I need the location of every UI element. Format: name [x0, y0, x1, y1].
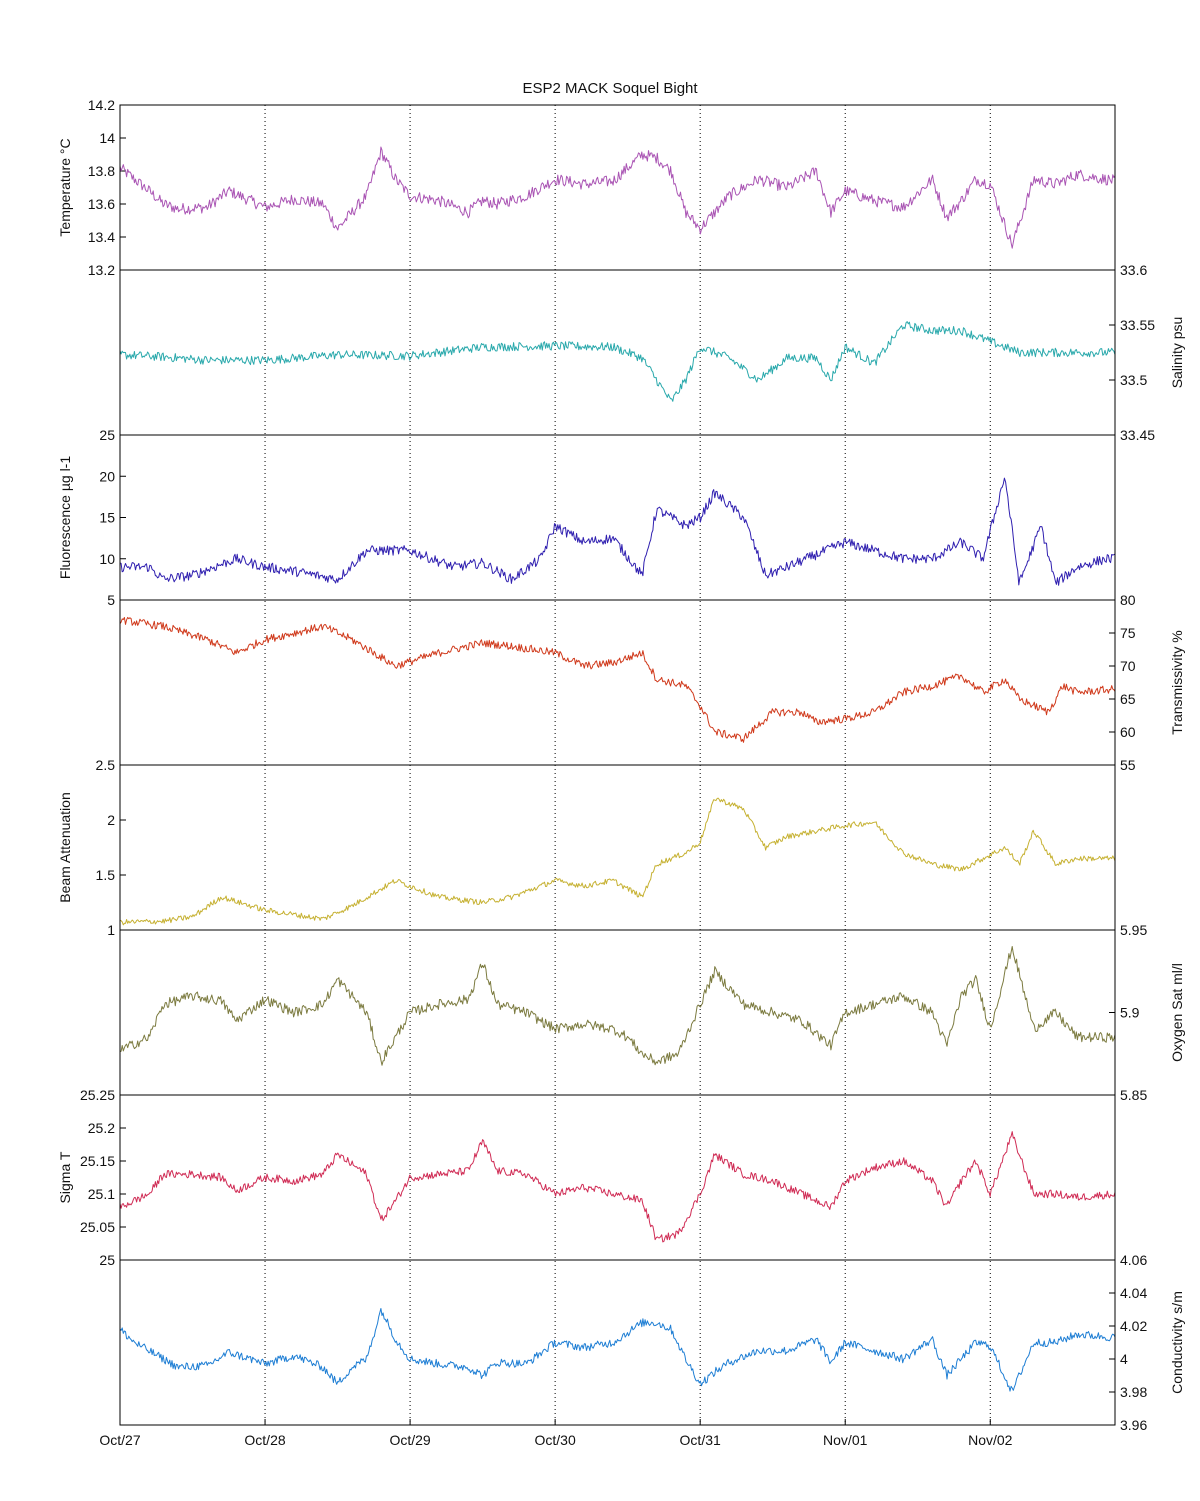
panel-temperature: 13.4 13.6 13.8 14 14.2 13.2 Temperature °C — [57, 97, 1116, 278]
y-axis-title: Sigma T — [57, 1151, 73, 1203]
panel-conductivity: 3.98 4 4.02 4.04 4.06 3.96 Conductivity s/m — [119, 1252, 1185, 1433]
y-tick-label: 20 — [99, 468, 115, 484]
y-tick-label: 25.1 — [88, 1186, 115, 1202]
y-tick-label: 13.4 — [88, 229, 115, 245]
series-line-sigma_t — [119, 1131, 1116, 1243]
y-tick-label: 1.5 — [96, 867, 116, 883]
y-axis-title: Conductivity s/m — [1169, 1291, 1185, 1394]
y-range-bottom-label: 13.2 — [88, 262, 115, 278]
x-tick-label: Nov/01 — [823, 1432, 868, 1448]
y-range-bottom-label: 1 — [107, 922, 115, 938]
y-tick-label: 33.5 — [1120, 372, 1147, 388]
y-range-top-label: 33.6 — [1120, 262, 1147, 278]
y-tick-label: 60 — [1120, 724, 1136, 740]
y-range-bottom-label: 25 — [99, 1252, 115, 1268]
y-tick-label: 25.2 — [88, 1120, 115, 1136]
x-tick-label: Oct/30 — [535, 1432, 576, 1448]
y-range-bottom-label: 5.85 — [1120, 1087, 1147, 1103]
series-line-transmissivity — [119, 616, 1116, 743]
y-range-top-label: 14.2 — [88, 97, 115, 113]
y-range-top-label: 2.5 — [96, 757, 116, 773]
y-axis-title: Salinity psu — [1169, 317, 1185, 389]
y-axis-title: Transmissivity % — [1169, 630, 1185, 735]
y-tick-label: 4 — [1120, 1351, 1128, 1367]
panel-frame — [119, 1259, 1116, 1426]
y-range-top-label: 80 — [1120, 592, 1136, 608]
y-tick-label: 3.98 — [1120, 1384, 1147, 1400]
y-range-top-label: 5.95 — [1120, 922, 1147, 938]
x-tick-label: Oct/31 — [680, 1432, 721, 1448]
y-axis-title: Temperature °C — [57, 138, 73, 236]
y-tick-label: 25.05 — [80, 1219, 115, 1235]
y-axis-title: Beam Attenuation — [57, 792, 73, 903]
y-range-top-label: 4.06 — [1120, 1252, 1147, 1268]
y-axis-title: Oxygen Sat ml/l — [1169, 963, 1185, 1062]
y-tick-label: 5.9 — [1120, 1005, 1140, 1021]
y-range-bottom-label: 33.45 — [1120, 427, 1155, 443]
x-tick-label: Oct/27 — [99, 1432, 140, 1448]
series-line-fluorescence — [119, 477, 1116, 586]
y-tick-label: 13.8 — [88, 163, 115, 179]
y-tick-label: 70 — [1120, 658, 1136, 674]
y-tick-label: 10 — [99, 551, 115, 567]
y-range-top-label: 25 — [99, 427, 115, 443]
series-line-conductivity — [119, 1308, 1116, 1392]
x-tick-label: Oct/28 — [244, 1432, 285, 1448]
y-tick-label: 65 — [1120, 691, 1136, 707]
y-tick-label: 2 — [107, 812, 115, 828]
y-range-bottom-label: 55 — [1120, 757, 1136, 773]
series-line-temperature — [119, 146, 1116, 249]
y-tick-label: 14 — [99, 130, 115, 146]
series-line-beam_attenuation — [119, 797, 1116, 926]
y-tick-label: 15 — [99, 510, 115, 526]
y-tick-label: 13.6 — [88, 196, 115, 212]
y-tick-label: 4.04 — [1120, 1285, 1147, 1301]
y-tick-label: 75 — [1120, 625, 1136, 641]
panel-oxygen_sat: 5.9 5.95 5.85 Oxygen Sat ml/l — [119, 922, 1185, 1103]
y-axis-title: Fluorescence µg l-1 — [57, 456, 73, 579]
series-line-oxygen_sat — [119, 946, 1116, 1066]
y-range-top-label: 25.25 — [80, 1087, 115, 1103]
series-line-salinity — [119, 321, 1116, 402]
y-tick-label: 25.15 — [80, 1153, 115, 1169]
y-tick-label: 4.02 — [1120, 1318, 1147, 1334]
x-tick-label: Nov/02 — [968, 1432, 1013, 1448]
chart-title: ESP2 MACK Soquel Bight — [522, 80, 698, 97]
y-range-bottom-label: 3.96 — [1120, 1417, 1147, 1433]
x-tick-label: Oct/29 — [389, 1432, 430, 1448]
y-tick-label: 33.55 — [1120, 317, 1155, 333]
y-range-bottom-label: 5 — [107, 592, 115, 608]
